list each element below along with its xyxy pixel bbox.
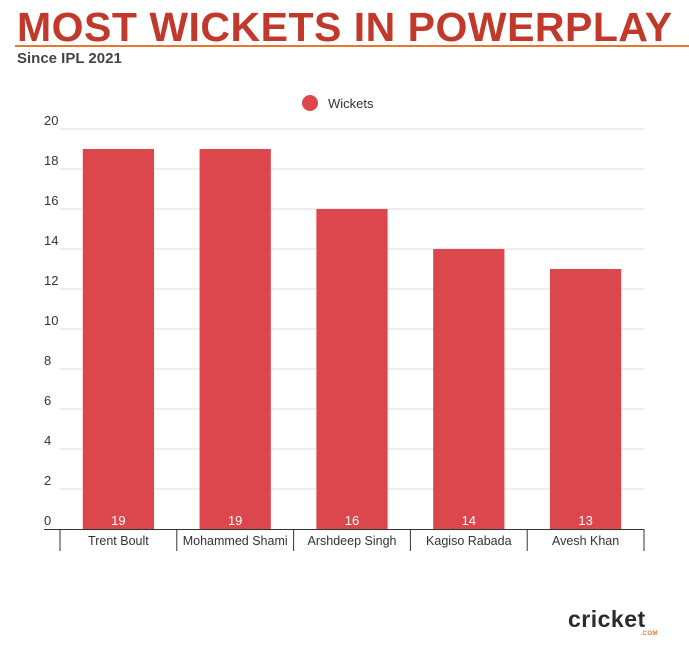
legend-label: Wickets [328,95,374,111]
y-tick-label: 8 [44,353,51,368]
data-label: 13 [578,513,592,528]
y-tick-label: 10 [44,313,58,328]
bar [82,149,155,529]
chart-subtitle: Since IPL 2021 [17,50,122,67]
x-tick-label: Mohammed Shami [183,534,288,548]
legend-swatch [302,95,318,111]
y-tick-label: 0 [44,513,51,528]
y-tick-label: 18 [44,153,58,168]
y-tick-label: 14 [44,233,58,248]
data-label: 19 [111,513,125,528]
bar [199,149,271,529]
cricket-com-logo: cricket .COM [568,606,668,640]
logo-suffix: .COM [640,631,658,637]
x-axis: Trent Boult Mohammed Shami Arshdeep Singh K… [44,529,645,551]
y-axis-ticks: 0 2 4 6 8 10 12 14 16 18 20 [44,113,58,528]
y-tick-label: 4 [44,433,51,448]
data-label: 19 [228,513,242,528]
chart-title: MOST WICKETS IN POWERPLAY [17,4,673,50]
bars [82,149,622,529]
x-tick-label: Trent Boult [88,534,149,548]
y-tick-label: 20 [44,113,58,128]
data-label: 16 [345,513,359,528]
data-labels: 19 19 16 14 13 [111,513,593,528]
logo-wordmark: cricket [568,606,646,632]
x-tick-label: Avesh Khan [552,534,619,548]
bar [316,209,388,529]
chart-legend: Wickets [302,94,374,112]
y-tick-label: 16 [44,193,58,208]
x-tick-label: Arshdeep Singh [308,534,397,548]
bar [549,269,622,529]
y-tick-label: 2 [44,473,51,488]
x-tick-label: Kagiso Rabada [426,534,512,548]
bar [433,249,505,529]
y-tick-label: 6 [44,393,51,408]
data-label: 14 [462,513,476,528]
title-underline [15,45,689,47]
y-tick-label: 12 [44,273,58,288]
